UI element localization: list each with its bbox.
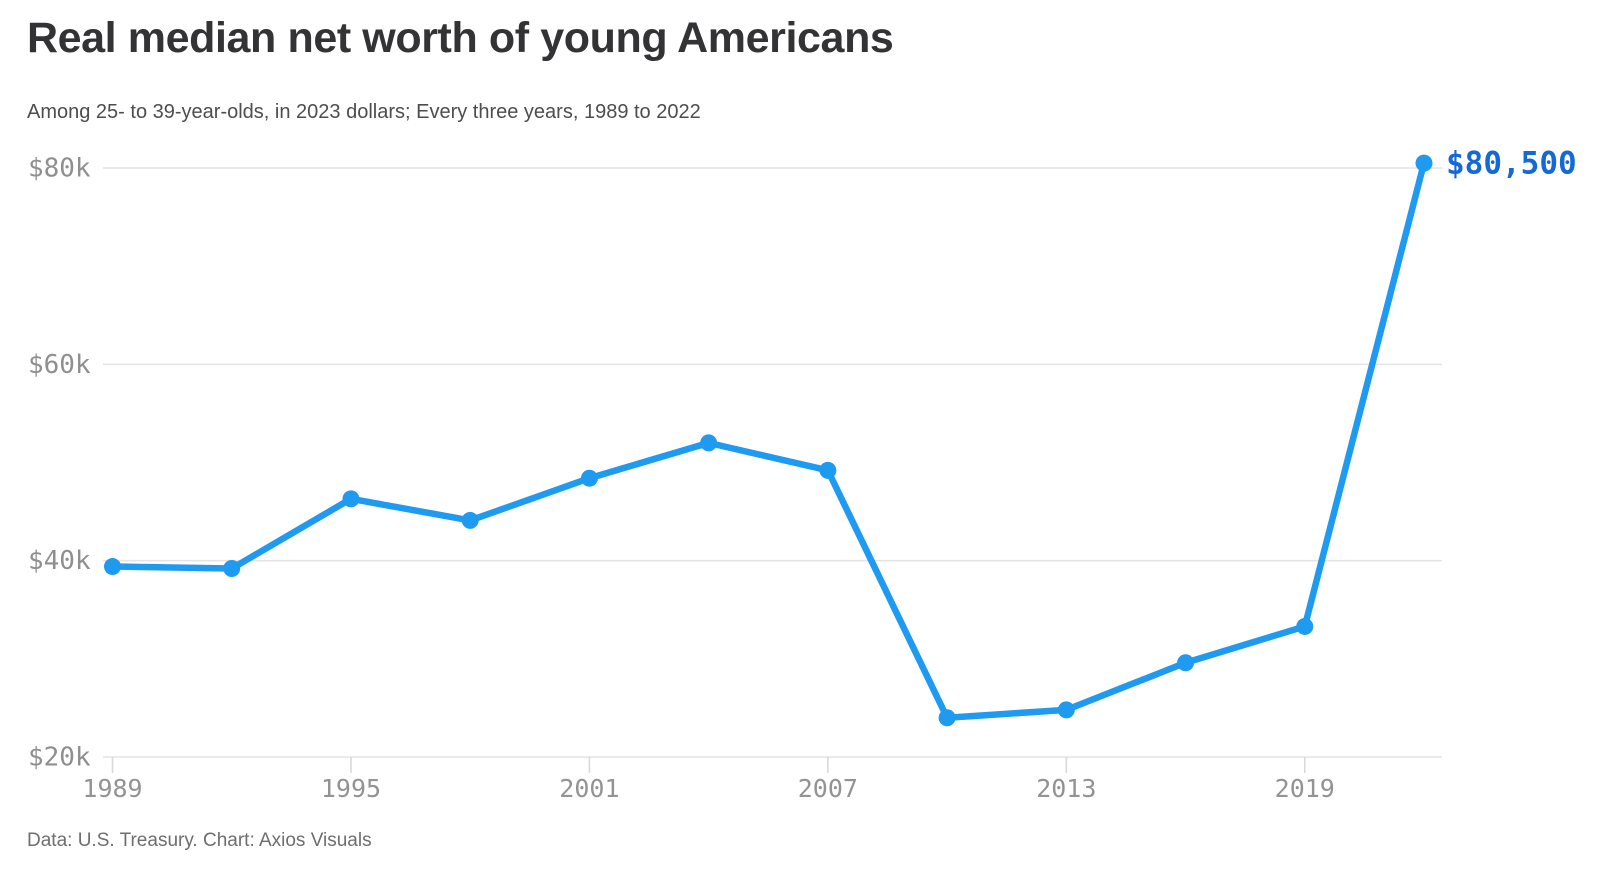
data-point xyxy=(223,560,241,578)
x-tick-label: 2001 xyxy=(559,774,619,803)
y-tick-label: $60k xyxy=(28,350,91,380)
data-point xyxy=(700,434,718,452)
data-point xyxy=(1296,617,1314,635)
data-point xyxy=(104,558,121,576)
x-tick-label: 2007 xyxy=(798,774,858,803)
y-tick-label: $40k xyxy=(28,546,91,576)
x-tick-label: 1995 xyxy=(321,774,381,803)
data-point xyxy=(342,490,360,508)
series-line xyxy=(109,159,1428,721)
data-point xyxy=(938,709,956,727)
y-tick-label: $20k xyxy=(28,743,91,773)
x-tick-label: 2019 xyxy=(1275,774,1335,803)
data-point xyxy=(819,461,837,479)
data-point xyxy=(1057,701,1075,719)
data-point xyxy=(580,469,598,487)
x-tick-label: 2013 xyxy=(1036,774,1096,803)
chart-subtitle: Among 25- to 39-year-olds, in 2023 dolla… xyxy=(27,101,701,123)
chart-source: Data: U.S. Treasury. Chart: Axios Visual… xyxy=(27,830,372,851)
data-point xyxy=(1177,654,1195,672)
y-tick-label: $80k xyxy=(28,154,91,184)
end-value-label: $80,500 xyxy=(1446,146,1577,182)
chart-title: Real median net worth of young Americans xyxy=(27,14,894,62)
data-point xyxy=(461,511,479,529)
data-point xyxy=(1415,154,1433,172)
x-tick-label: 1989 xyxy=(82,774,142,803)
